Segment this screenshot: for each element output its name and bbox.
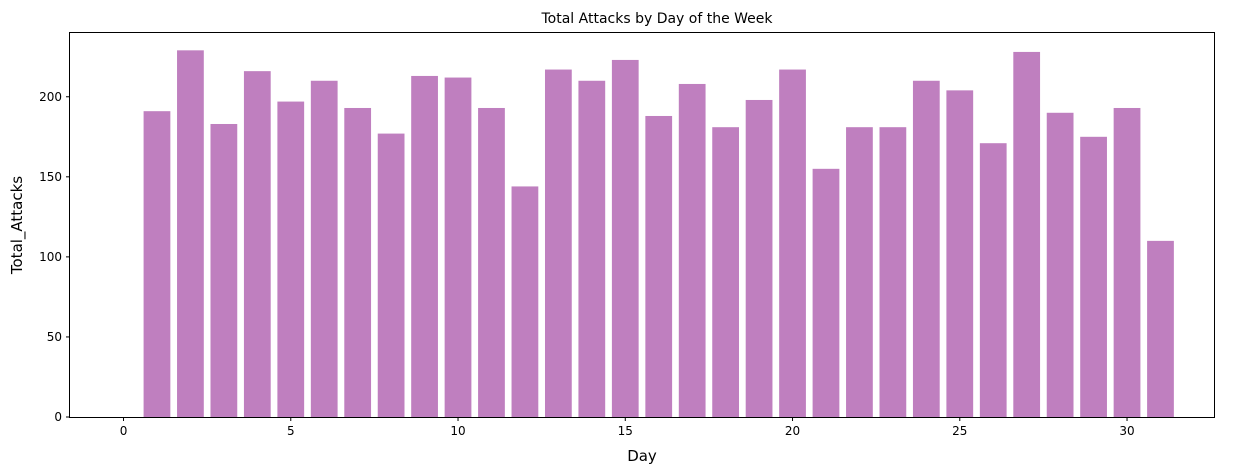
y-tick-label: 0	[54, 410, 62, 424]
bar-day-14	[578, 80, 606, 417]
bar-day-10	[444, 77, 472, 418]
plot-frame	[69, 32, 1215, 418]
bar-day-5	[277, 101, 305, 417]
bar-day-7	[344, 107, 372, 417]
x-tick-label: 20	[785, 424, 800, 438]
bar-day-11	[478, 107, 505, 417]
bar-day-1	[143, 111, 171, 418]
bar-day-27	[1013, 51, 1041, 418]
y-tick-label: 200	[39, 90, 62, 104]
x-axis-ticks: 0 5 10 15 20 25 30	[120, 417, 1135, 438]
bar-day-8	[377, 133, 405, 417]
bar-day-30	[1113, 107, 1141, 417]
x-axis-label: Day	[627, 447, 657, 465]
bar-day-6	[310, 80, 338, 417]
bar-day-3	[210, 123, 238, 418]
bar-day-29	[1080, 136, 1107, 418]
y-tick-label: 50	[47, 330, 62, 344]
y-axis-ticks: 0 50 100 150 200	[39, 90, 70, 424]
bar-day-24	[912, 80, 940, 417]
bar-day-31	[1147, 240, 1174, 417]
x-tick-label: 5	[287, 424, 295, 438]
chart-title: Total Attacks by Day of the Week	[540, 11, 773, 27]
y-tick-label: 150	[39, 170, 62, 184]
bar-day-28	[1046, 112, 1074, 417]
bar-day-23	[879, 127, 907, 417]
x-tick-label: 15	[618, 424, 633, 438]
x-tick-label: 30	[1119, 424, 1134, 438]
bars-group	[143, 50, 1174, 418]
bar-day-26	[979, 143, 1007, 417]
x-tick-label: 25	[952, 424, 967, 438]
bar-day-21	[812, 168, 840, 417]
bar-day-20	[779, 69, 806, 418]
bar-day-25	[946, 90, 974, 418]
x-tick-label: 0	[120, 424, 128, 438]
bar-day-9	[411, 75, 438, 417]
bar-day-22	[846, 127, 873, 417]
y-axis-label: Total_Attacks	[8, 176, 27, 275]
x-tick-label: 10	[450, 424, 465, 438]
bar-day-17	[678, 83, 706, 418]
bar-day-2	[177, 50, 204, 417]
bar-day-13	[544, 69, 572, 418]
bar-day-15	[611, 59, 639, 417]
bar-day-12	[511, 186, 539, 417]
bar-day-19	[745, 99, 773, 417]
bar-day-16	[645, 115, 673, 417]
y-tick-label: 100	[39, 250, 62, 264]
bar-day-4	[243, 71, 271, 418]
bar-day-18	[712, 127, 740, 417]
